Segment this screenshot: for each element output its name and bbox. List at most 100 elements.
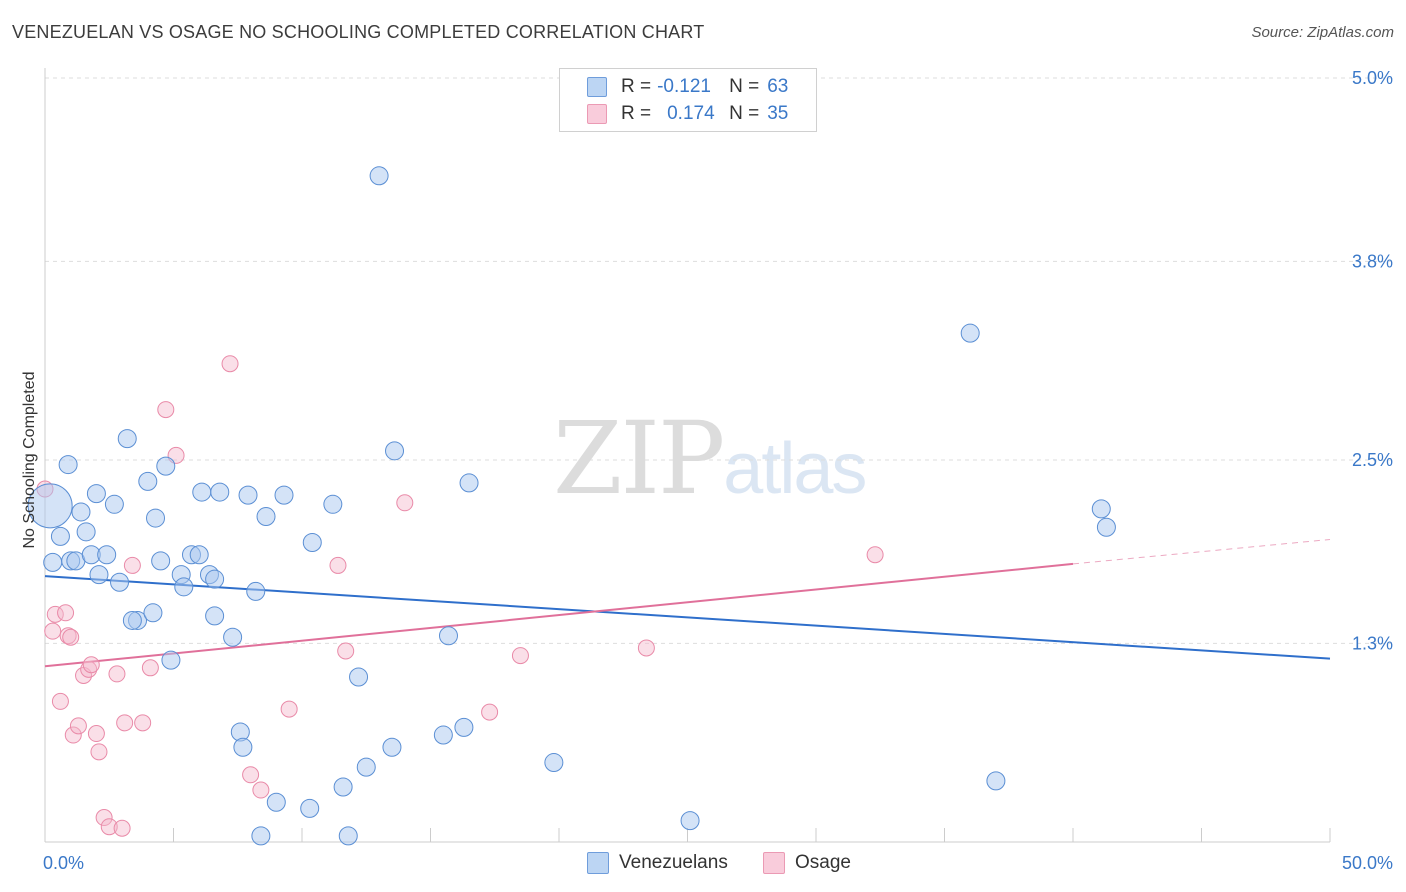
series-label-venezuelans: Venezuelans	[619, 852, 728, 873]
osage-point	[337, 642, 355, 660]
venezuelans-point	[1096, 517, 1116, 537]
watermark: ZIPatlas	[553, 400, 867, 517]
venezuelans-point	[333, 777, 353, 797]
osage-point	[866, 546, 884, 564]
venezuelans-point	[302, 533, 322, 553]
osage-trend-extension	[1072, 538, 1331, 565]
venezuelans-point	[205, 569, 225, 589]
venezuelans-point	[58, 455, 78, 475]
osage-point	[69, 717, 87, 735]
venezuelans-point	[266, 792, 286, 812]
osage-point	[87, 725, 105, 743]
venezuelans-point	[71, 502, 91, 522]
legend-row-venezuelans: R = -0.121 N = 63	[587, 76, 788, 98]
venezuelans-point	[156, 456, 176, 476]
venezuelans-point	[680, 811, 700, 831]
stats-legend: R = -0.121 N = 63 R = 0.174 N = 35	[559, 68, 817, 132]
series-legend-venezuelans: Venezuelans	[587, 852, 728, 874]
osage-point	[100, 818, 118, 836]
venezuelans-point	[146, 508, 166, 528]
venezuelans-point	[205, 606, 225, 626]
venezuelans-point	[433, 725, 453, 745]
venezuelans-point	[986, 771, 1006, 791]
legend-row-osage: R = 0.174 N = 35	[587, 103, 788, 125]
legend-r-label: R =	[621, 76, 652, 97]
x-tick-label: 50.0%	[1342, 853, 1393, 873]
venezuelans-point	[274, 485, 294, 505]
venezuelans-point	[251, 826, 271, 846]
osage-point	[44, 622, 62, 640]
y-axis-label: No Schooling Completed	[21, 371, 38, 549]
legend-n-value: 63	[767, 76, 789, 97]
venezuelans-point	[86, 484, 106, 504]
venezuelans-point	[143, 603, 163, 623]
series-label-osage: Osage	[795, 852, 851, 873]
venezuelans-point	[97, 545, 117, 565]
y-tick-label: 5.0%	[1352, 68, 1393, 88]
legend-n-value: 35	[767, 103, 789, 124]
osage-point	[280, 700, 298, 718]
venezuelans-point	[223, 627, 243, 647]
venezuelans-point	[117, 429, 137, 449]
venezuelans-point	[104, 494, 124, 514]
venezuelans-point	[138, 471, 158, 491]
venezuelans-point	[459, 473, 479, 493]
osage-point	[329, 556, 347, 574]
osage-point	[481, 703, 499, 721]
osage-point	[82, 656, 100, 674]
venezuelans-point	[151, 551, 171, 571]
osage-point	[242, 766, 260, 784]
trend-lines	[44, 538, 1331, 668]
osage-point	[95, 809, 113, 827]
osage-point	[116, 714, 134, 732]
osage-point	[221, 355, 239, 373]
osage-point	[396, 494, 414, 512]
osage-point	[90, 743, 108, 761]
osage-point	[64, 726, 82, 744]
osage-point	[113, 819, 131, 837]
y-tick-label: 1.3%	[1352, 633, 1393, 653]
series-swatch-osage	[763, 852, 785, 874]
venezuelans-point	[192, 482, 212, 502]
osage-point	[134, 714, 152, 732]
x-tick-label: 0.0%	[43, 853, 84, 873]
venezuelans-point	[438, 626, 458, 646]
osage-point	[80, 660, 98, 678]
grid	[45, 77, 1392, 644]
osage-point	[51, 692, 69, 710]
venezuelans-point	[454, 717, 474, 737]
venezuelans-point	[323, 494, 343, 514]
venezuelans-point	[385, 441, 405, 461]
venezuelans-point	[89, 565, 109, 585]
venezuelans-point	[27, 483, 73, 529]
tick-labels: 1.3% 2.5% 3.8% 5.0% 0.0% 50.0%	[43, 68, 1393, 873]
venezuelans-point	[544, 753, 564, 773]
legend-r-value: 0.174	[667, 103, 715, 124]
series-swatch-venezuelans	[587, 852, 609, 874]
venezuelans-point	[174, 577, 194, 597]
legend-swatch-osage	[587, 104, 607, 124]
osage-point	[59, 627, 77, 645]
data-points	[27, 166, 1116, 846]
y-tick-label: 2.5%	[1352, 450, 1393, 470]
venezuelans-point	[960, 323, 980, 343]
venezuelans-point	[300, 798, 320, 818]
legend-r-label: R =	[621, 103, 652, 124]
venezuelans-point	[110, 572, 130, 592]
osage-point	[62, 628, 80, 646]
venezuelans-point	[233, 737, 253, 757]
osage-point	[637, 639, 655, 657]
series-legend-osage: Osage	[763, 852, 851, 874]
y-tick-label: 3.8%	[1352, 251, 1393, 271]
venezuelans-point	[43, 552, 63, 572]
osage-point	[141, 659, 159, 677]
venezuelans-point	[210, 482, 230, 502]
watermark-atlas: atlas	[723, 429, 867, 509]
venezuelans-point	[238, 485, 258, 505]
venezuelans-point	[161, 650, 181, 670]
venezuelans-point	[1091, 499, 1111, 519]
venezuelans-point	[122, 610, 142, 630]
osage-point	[108, 665, 126, 683]
venezuelans-point	[256, 507, 276, 527]
